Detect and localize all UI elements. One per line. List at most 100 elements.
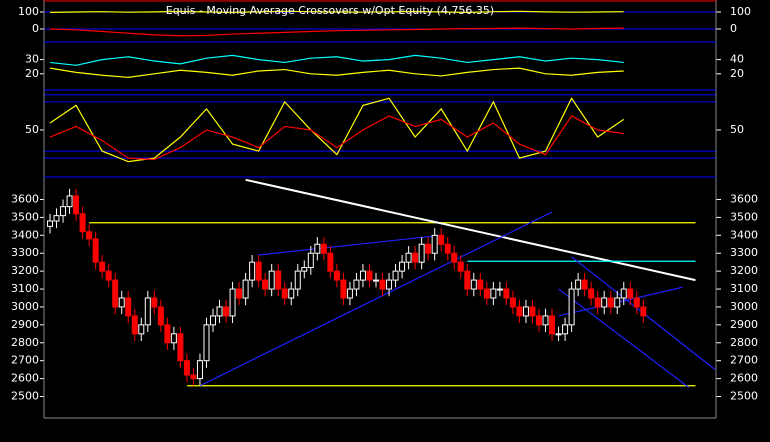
candle-body <box>588 288 595 299</box>
y-tick-label: 2800 <box>11 336 39 349</box>
candle-body <box>60 206 67 217</box>
candle-body <box>333 270 340 281</box>
trendline <box>199 211 553 387</box>
candle-body <box>314 243 321 254</box>
marks-layer <box>47 10 716 389</box>
candle-body <box>288 288 295 299</box>
candle-body <box>536 315 542 326</box>
candle-body <box>170 333 177 344</box>
candle-body <box>92 238 99 263</box>
candle-body <box>157 306 164 326</box>
y-tick-label: 100 <box>18 5 39 18</box>
candle-body <box>562 324 569 335</box>
candle-body <box>614 297 621 308</box>
candle-body <box>216 306 223 317</box>
indicator-line <box>49 97 625 163</box>
candle-body <box>346 288 353 299</box>
candle-body <box>196 360 203 380</box>
y2-tick-label: 20 <box>730 67 744 80</box>
candle-body <box>210 315 216 326</box>
candle-body <box>522 306 529 317</box>
candle-body <box>601 297 608 308</box>
candle-body <box>79 213 86 233</box>
candle-body <box>275 270 282 290</box>
candle-body <box>399 261 406 272</box>
candle-body <box>66 195 73 208</box>
candle-body <box>425 243 432 254</box>
candle-body <box>131 315 138 335</box>
candle-body <box>183 360 190 376</box>
indicator-line <box>49 67 624 78</box>
y2-tick-label: 3400 <box>730 228 758 241</box>
candle-body <box>340 279 347 299</box>
candle-body <box>620 288 627 299</box>
candle-body <box>555 333 562 336</box>
y2-tick-label: 0 <box>730 22 737 35</box>
candle-body <box>581 279 588 290</box>
y-tick-label: 2700 <box>11 354 39 367</box>
candle-body <box>568 288 575 326</box>
y-tick-label: 3500 <box>11 210 39 223</box>
grid-layer <box>40 11 721 398</box>
y-tick-label: 0 <box>32 22 39 35</box>
trendline <box>245 178 696 282</box>
candle-body <box>549 315 556 335</box>
candle-body <box>86 231 93 240</box>
candle-body <box>99 261 106 272</box>
candle-body <box>138 324 145 335</box>
candle-body <box>451 252 458 263</box>
y2-tick-label: 50 <box>730 123 744 136</box>
y2-tick-label: 3300 <box>730 246 758 259</box>
y2-tick-label: 3100 <box>730 282 758 295</box>
candle-body <box>112 279 119 308</box>
indicator-line <box>49 27 624 37</box>
candle-body <box>236 288 243 299</box>
y-tick-label: 3400 <box>11 228 39 241</box>
candle-body <box>281 288 288 299</box>
candle-body <box>640 306 647 317</box>
candle-body <box>268 270 275 290</box>
candle-body <box>373 279 379 282</box>
chart-title: Equis - Moving Average Crossovers w/Opt … <box>166 4 494 17</box>
candle-body <box>223 306 230 317</box>
candle-body <box>594 297 601 308</box>
candle-body <box>359 270 366 281</box>
candle-body <box>307 252 314 269</box>
y2-tick-label: 100 <box>730 5 751 18</box>
candle-body <box>255 261 262 281</box>
candle-body <box>294 270 301 290</box>
candle-body <box>470 279 477 290</box>
candle-body <box>392 270 399 281</box>
candle-body <box>118 297 125 308</box>
trendline <box>558 286 683 317</box>
candle-body <box>144 297 151 326</box>
candle-body <box>633 297 640 308</box>
y-tick-label: 3100 <box>11 282 39 295</box>
candle-body <box>366 270 373 281</box>
candle-body <box>529 306 536 317</box>
candle-body <box>464 270 471 290</box>
trendline <box>558 288 690 389</box>
candle-body <box>509 297 516 308</box>
candle-body <box>151 297 158 308</box>
candle-body <box>249 261 256 281</box>
indicator-line <box>49 10 624 13</box>
candle-body <box>412 252 419 263</box>
y-tick-label: 2500 <box>11 390 39 403</box>
candle-body <box>457 261 464 272</box>
candle-body <box>242 279 249 299</box>
candle-body <box>47 220 53 227</box>
y-tick-label: 2900 <box>11 318 39 331</box>
y2-tick-label: 2800 <box>730 336 758 349</box>
y-tick-label: 3300 <box>11 246 39 259</box>
candle-body <box>542 315 549 326</box>
candle-body <box>190 374 197 380</box>
candle-body <box>203 324 210 362</box>
y-tick-label: 3600 <box>11 192 39 205</box>
candle-body <box>125 297 132 317</box>
candle-body <box>431 234 438 254</box>
candle-body <box>379 279 386 290</box>
candle-body <box>164 324 171 344</box>
y-tick-label: 20 <box>25 67 39 80</box>
y2-tick-label: 2600 <box>730 372 758 385</box>
